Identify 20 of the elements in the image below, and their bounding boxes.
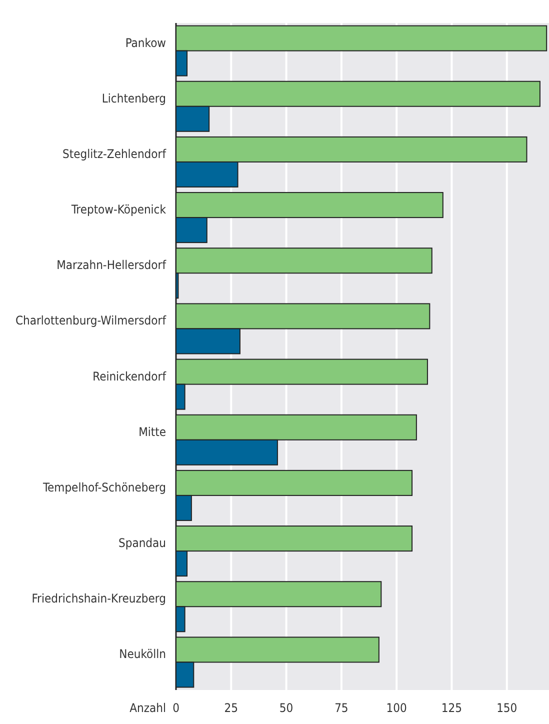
x-tick-label: 75 bbox=[334, 701, 348, 715]
x-axis-title: Anzahl bbox=[130, 701, 166, 715]
y-tick-label: Spandau bbox=[118, 536, 166, 550]
x-tick-label: 100 bbox=[386, 701, 408, 715]
y-tick-label: Marzahn-Hellersdorf bbox=[56, 258, 168, 272]
y-tick-label: Charlottenburg-Wilmersdorf bbox=[15, 314, 168, 328]
x-tick-label: 50 bbox=[279, 701, 294, 715]
x-tick-label: 25 bbox=[224, 701, 238, 715]
x-tick-label: 150 bbox=[496, 701, 518, 715]
y-tick-label: Steglitz-Zehlendorf bbox=[62, 146, 168, 161]
y-tick-label: Reinickendorf bbox=[92, 369, 168, 384]
y-tick-label: Tempelhof-Schöneberg bbox=[42, 480, 166, 494]
x-tick-label: 125 bbox=[441, 701, 462, 715]
y-tick-label: Neukölln bbox=[119, 647, 166, 662]
y-tick-label: Pankow bbox=[125, 36, 166, 50]
y-tick-label: Friedrichshain-Kreuzberg bbox=[32, 592, 166, 606]
x-tick-label: 0 bbox=[172, 701, 180, 715]
y-tick-label: Mitte bbox=[138, 424, 166, 439]
y-tick-label: Treptow-Köpenick bbox=[70, 202, 167, 217]
y-tick-label: Lichtenberg bbox=[102, 91, 166, 106]
